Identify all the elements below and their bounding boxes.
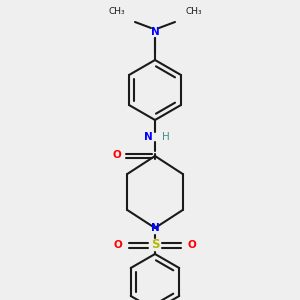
Text: N: N <box>144 132 153 142</box>
Text: O: O <box>112 150 121 160</box>
Text: S: S <box>151 238 159 251</box>
Text: O: O <box>188 240 197 250</box>
Text: N: N <box>151 27 159 37</box>
Text: CH₃: CH₃ <box>108 7 125 16</box>
Text: CH₃: CH₃ <box>185 7 202 16</box>
Text: H: H <box>162 132 170 142</box>
Text: O: O <box>113 240 122 250</box>
Text: N: N <box>151 223 159 233</box>
